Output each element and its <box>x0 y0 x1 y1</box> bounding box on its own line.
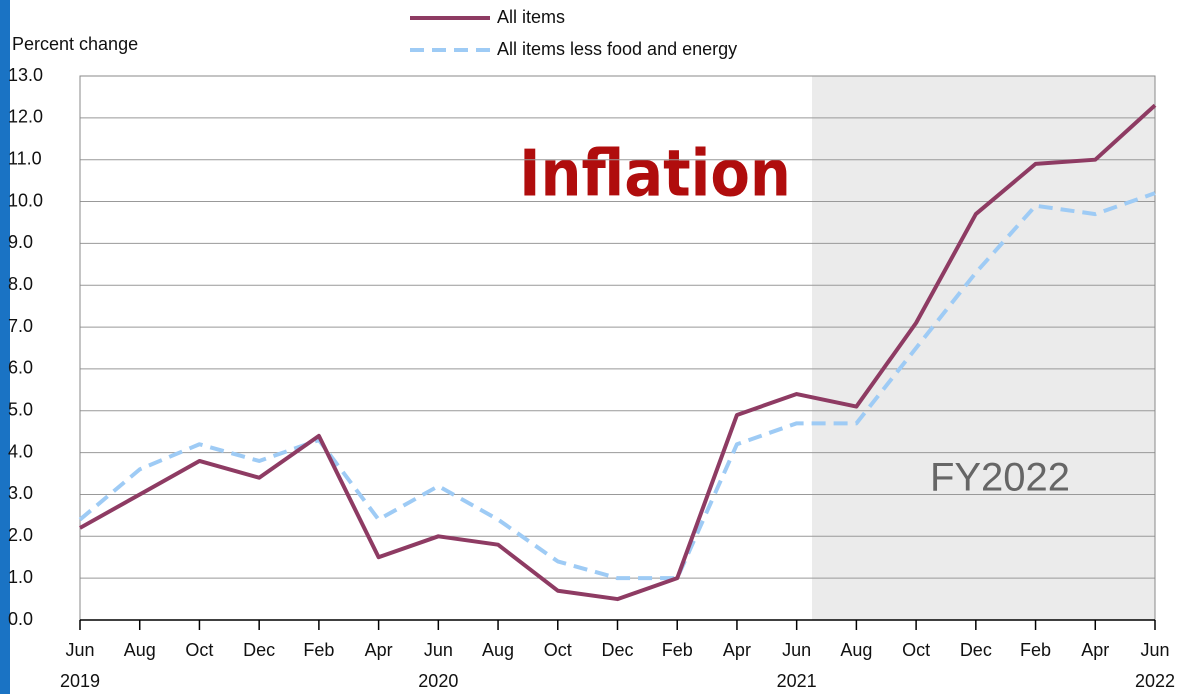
x-tick-label: Feb <box>303 640 334 660</box>
x-tick-label: Oct <box>185 640 213 660</box>
x-tick-label: Aug <box>482 640 514 660</box>
y-tick-label: 5.0 <box>8 400 33 420</box>
x-tick-label: Oct <box>902 640 930 660</box>
y-tick-label: 11.0 <box>8 148 42 168</box>
y-tick-label: 6.0 <box>8 358 33 378</box>
y-tick-label: 7.0 <box>8 316 33 336</box>
y-tick-label: 13.0 <box>8 65 43 85</box>
y-tick-label: 2.0 <box>8 525 33 545</box>
x-tick-label: Jun <box>424 640 453 660</box>
x-year-label: 2020 <box>418 671 458 691</box>
x-year-label: 2021 <box>777 671 817 691</box>
y-tick-label: 10.0 <box>8 190 43 210</box>
x-tick-label: Dec <box>243 640 275 660</box>
x-tick-label: Apr <box>723 640 751 660</box>
x-tick-label: Jun <box>782 640 811 660</box>
x-year-label: 2019 <box>60 671 100 691</box>
x-year-label: 2022 <box>1135 671 1175 691</box>
x-tick-label: Aug <box>124 640 156 660</box>
series-line <box>78 191 1156 581</box>
y-tick-label: 4.0 <box>8 441 33 461</box>
shaded-region <box>812 76 1155 620</box>
legend-label: All items less food and energy <box>497 39 737 59</box>
x-tick-label: Feb <box>662 640 693 660</box>
y-tick-label: 1.0 <box>8 567 33 587</box>
y-tick-label: 0.0 <box>8 609 33 629</box>
x-tick-label: Dec <box>960 640 992 660</box>
x-tick-label: Feb <box>1020 640 1051 660</box>
y-tick-label: 8.0 <box>8 274 33 294</box>
y-tick-label: 12.0 <box>8 107 43 127</box>
y-tick-label: 3.0 <box>8 483 33 503</box>
x-tick-label: Aug <box>840 640 872 660</box>
series-line <box>79 103 1157 602</box>
side-strip <box>0 0 10 694</box>
x-tick-label: Apr <box>1081 640 1109 660</box>
x-tick-label: Jun <box>65 640 94 660</box>
x-tick-label: Apr <box>365 640 393 660</box>
x-tick-label: Dec <box>601 640 633 660</box>
chart-title: Inflation <box>519 138 791 212</box>
x-tick-label: Oct <box>544 640 572 660</box>
annotation: FY2022 <box>930 456 1070 500</box>
y-axis-label: Percent change <box>12 34 138 54</box>
legend-label: All items <box>497 7 565 27</box>
x-tick-label: Jun <box>1140 640 1169 660</box>
y-tick-label: 9.0 <box>8 232 33 252</box>
